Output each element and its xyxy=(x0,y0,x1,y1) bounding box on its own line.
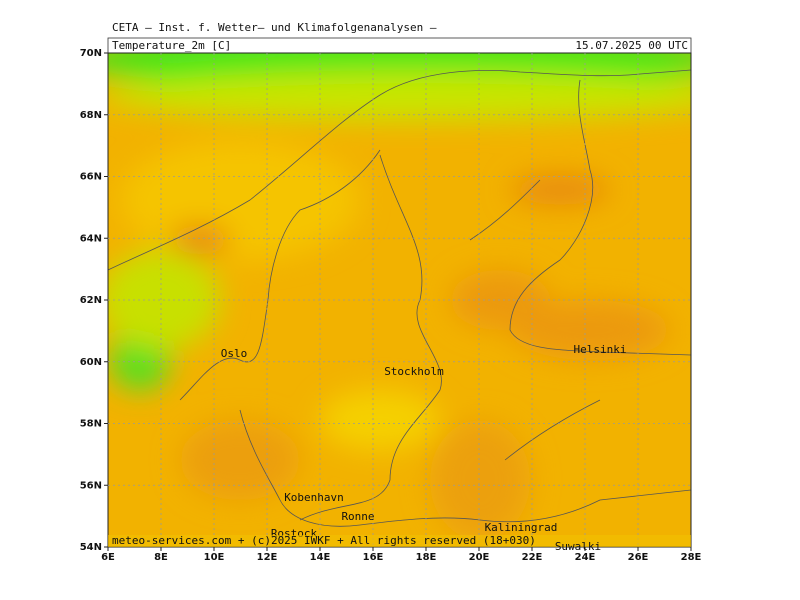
graticule xyxy=(104,52,692,551)
city-label: Oslo xyxy=(221,347,248,360)
lat-label: 70N xyxy=(80,48,102,59)
lon-label: 28E xyxy=(681,552,702,563)
lat-label: 56N xyxy=(80,480,102,491)
source-title: CETA – Inst. f. Wetter– und Klimafolgena… xyxy=(112,21,437,34)
footer-credit: meteo-services.com + (c)2025 IWKF + All … xyxy=(112,534,536,547)
city-label: Kaliningrad xyxy=(485,521,558,534)
city-label: Helsinki xyxy=(574,343,627,356)
city-label: Ronne xyxy=(341,510,374,523)
lon-label: 12E xyxy=(257,552,278,563)
temperature-field xyxy=(108,53,691,547)
lat-label: 64N xyxy=(80,233,102,244)
lon-label: 26E xyxy=(628,552,649,563)
lon-label: 6E xyxy=(101,552,115,563)
variable-label: Temperature_2m [C] xyxy=(112,39,231,52)
lat-label: 68N xyxy=(80,110,102,121)
city-label: Suwalki xyxy=(555,540,601,553)
lon-label: 16E xyxy=(363,552,384,563)
lon-label: 22E xyxy=(522,552,543,563)
lat-label: 62N xyxy=(80,295,102,306)
city-label: Kobenhavn xyxy=(284,491,344,504)
lat-label: 60N xyxy=(80,357,102,368)
footer-band xyxy=(108,535,691,547)
lat-label: 58N xyxy=(80,419,102,430)
lat-label: 54N xyxy=(80,542,102,553)
lon-label: 24E xyxy=(575,552,596,563)
city-label: Stockholm xyxy=(384,365,444,378)
lon-label: 10E xyxy=(204,552,225,563)
lon-label: 18E xyxy=(416,552,437,563)
datetime-label: 15.07.2025 00 UTC xyxy=(575,39,688,52)
lon-label: 20E xyxy=(469,552,490,563)
lon-label: 14E xyxy=(310,552,331,563)
lon-label: 8E xyxy=(154,552,168,563)
lat-label: 66N xyxy=(80,172,102,183)
